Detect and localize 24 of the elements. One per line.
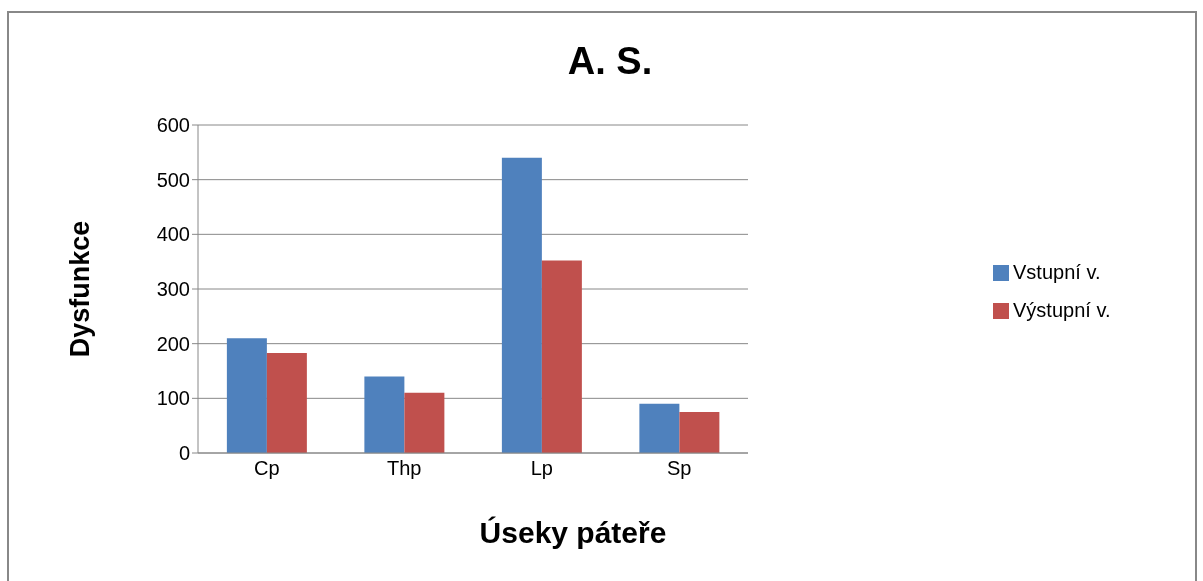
bar: [501, 157, 542, 453]
y-axis-title: Dysfunkce: [64, 220, 96, 358]
y-tick-label: 500: [156, 168, 190, 191]
legend-label: Vstupní v.: [1013, 260, 1101, 283]
x-tick-label: Thp: [387, 457, 422, 480]
bar: [266, 352, 307, 453]
chart-title: A. S.: [566, 40, 654, 83]
x-tick-label: Lp: [530, 457, 553, 480]
bar: [639, 403, 680, 453]
bar: [541, 260, 582, 453]
legend-label: Výstupní v.: [1013, 298, 1111, 321]
x-tick-label: Sp: [667, 457, 692, 480]
y-tick-label: 100: [156, 387, 190, 410]
y-tick-label: 400: [156, 223, 190, 246]
x-axis-title: Úseky páteře: [479, 516, 667, 550]
y-tick-label: 300: [156, 278, 190, 301]
x-tick-label: Cp: [253, 457, 280, 480]
bar: [364, 376, 405, 453]
y-tick-label: 0: [178, 442, 190, 465]
bar: [679, 412, 720, 453]
y-tick-label: 600: [156, 114, 190, 137]
y-tick-label: 200: [156, 332, 190, 355]
bar: [404, 392, 445, 453]
bar: [226, 338, 267, 453]
